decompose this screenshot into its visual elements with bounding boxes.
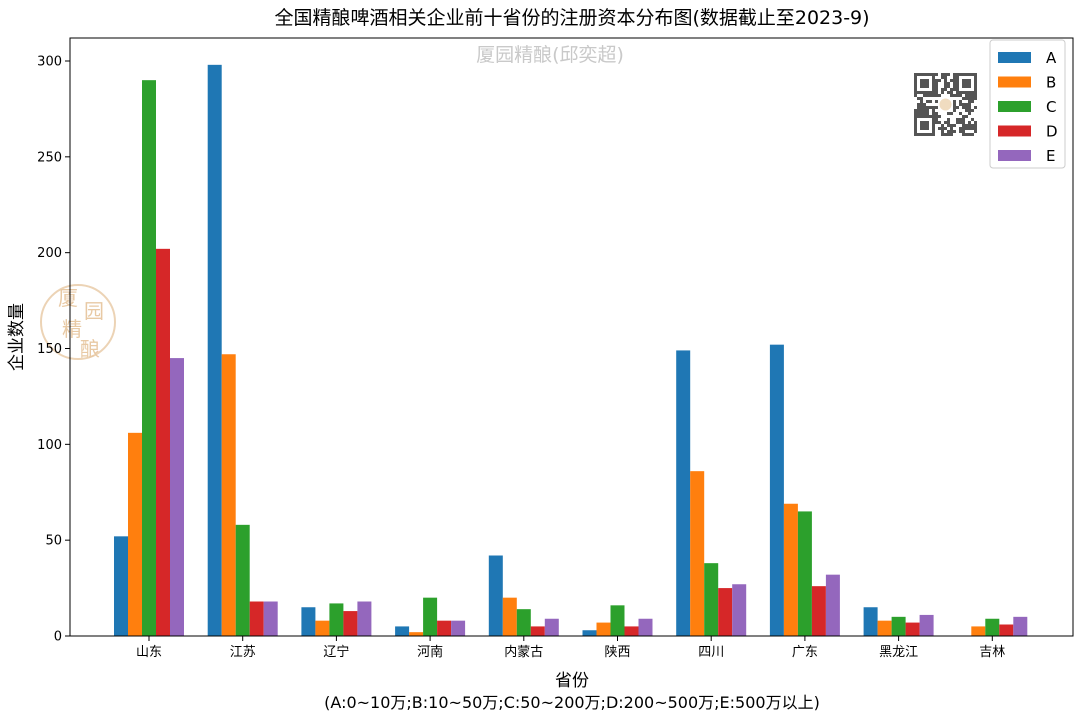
bar-D-山东 xyxy=(156,248,170,637)
bar-E-陕西 xyxy=(638,618,653,636)
bar-E-辽宁 xyxy=(357,601,372,636)
bar-C-河南 xyxy=(423,597,438,636)
bars-layer xyxy=(114,64,1028,637)
bar-C-辽宁 xyxy=(329,603,344,636)
y-tick-label: 0 xyxy=(54,630,62,645)
bar-C-山东 xyxy=(142,80,156,636)
qr-code-icon xyxy=(914,73,977,136)
x-tick-label: 山东 xyxy=(136,645,162,660)
bar-C-黑龙江 xyxy=(891,616,906,636)
bar-A-陕西 xyxy=(582,630,597,636)
x-tick-label: 陕西 xyxy=(604,645,630,660)
x-axis: 山东 江苏 辽宁 河南 内蒙古 陕西 四川 广东 黑龙江 吉林 xyxy=(136,636,1005,660)
chart-title: 全国精酿啤酒相关企业前十省份的注册资本分布图(数据截止至2023-9) xyxy=(274,7,869,29)
bar-E-黑龙江 xyxy=(919,614,934,636)
x-axis-note: (A:0~10万;B:10~50万;C:50~200万;D:200~500万;E… xyxy=(324,693,820,712)
bar-B-吉林 xyxy=(971,626,986,636)
bar-A-四川 xyxy=(676,350,691,636)
bar-D-内蒙古 xyxy=(530,626,545,636)
legend-label-A: A xyxy=(1046,49,1057,67)
y-tick-label: 50 xyxy=(45,534,62,549)
bar-A-广东 xyxy=(769,344,784,636)
legend-swatch-B xyxy=(998,76,1031,88)
bar-D-黑龙江 xyxy=(905,622,920,636)
x-tick-label: 江苏 xyxy=(230,644,256,660)
x-tick-label: 四川 xyxy=(698,645,724,660)
bar-D-辽宁 xyxy=(343,611,358,636)
x-tick-label: 内蒙古 xyxy=(504,644,543,660)
bar-A-河南 xyxy=(395,626,410,636)
bar-D-河南 xyxy=(437,620,452,636)
legend-label-E: E xyxy=(1046,147,1055,165)
svg-text:精: 精 xyxy=(62,317,82,341)
bar-B-河南 xyxy=(409,632,424,636)
y-tick-label: 150 xyxy=(37,342,62,357)
bar-E-广东 xyxy=(825,574,840,636)
bar-B-山东 xyxy=(128,432,142,636)
legend-label-D: D xyxy=(1046,123,1058,141)
watermark-seal: 厦 园 精 酿 xyxy=(40,284,116,361)
bar-E-河南 xyxy=(451,620,466,636)
bar-D-江苏 xyxy=(249,601,264,636)
bar-E-四川 xyxy=(732,584,747,636)
y-tick-label: 250 xyxy=(37,150,62,165)
legend-label-C: C xyxy=(1046,98,1056,116)
legend-label-B: B xyxy=(1046,74,1056,92)
bar-D-陕西 xyxy=(624,626,639,636)
bar-C-江苏 xyxy=(235,524,250,636)
bar-C-四川 xyxy=(704,563,719,636)
bar-E-吉林 xyxy=(1013,616,1028,636)
watermark-text: 厦园精酿(邱奕超) xyxy=(476,44,624,66)
y-tick-label: 200 xyxy=(37,246,62,261)
bar-B-黑龙江 xyxy=(877,620,892,636)
bar-C-内蒙古 xyxy=(516,609,531,636)
y-tick-label: 300 xyxy=(37,55,62,70)
plot-frame xyxy=(69,37,1074,637)
bar-C-广东 xyxy=(797,511,812,636)
x-tick-label: 辽宁 xyxy=(323,644,349,660)
svg-text:园: 园 xyxy=(84,299,104,323)
bar-B-江苏 xyxy=(221,354,236,636)
bar-C-吉林 xyxy=(985,618,1000,636)
bar-D-吉林 xyxy=(999,624,1014,636)
x-axis-label: 省份 xyxy=(555,671,589,691)
bar-B-广东 xyxy=(783,503,798,636)
bar-E-江苏 xyxy=(263,601,278,636)
y-tick-label: 100 xyxy=(37,438,62,453)
y-axis: 0 50 100 150 200 250 300 xyxy=(37,55,70,645)
x-tick-label: 吉林 xyxy=(979,645,1005,660)
svg-text:厦: 厦 xyxy=(58,286,78,310)
bar-C-陕西 xyxy=(610,605,625,636)
bar-A-辽宁 xyxy=(301,607,316,636)
bar-A-内蒙古 xyxy=(488,555,503,636)
legend-swatch-C xyxy=(998,101,1031,112)
bar-D-广东 xyxy=(811,586,826,636)
legend-swatch-D xyxy=(998,125,1031,137)
bar-B-内蒙古 xyxy=(502,597,517,636)
bar-B-四川 xyxy=(690,471,705,636)
legend-swatch-A xyxy=(998,52,1031,63)
bar-B-辽宁 xyxy=(315,620,330,636)
bar-E-山东 xyxy=(170,358,184,636)
bar-D-四川 xyxy=(718,588,733,636)
x-tick-label: 河南 xyxy=(417,644,443,660)
bar-B-陕西 xyxy=(596,622,611,636)
bar-E-内蒙古 xyxy=(544,618,559,636)
bar-A-江苏 xyxy=(207,64,222,637)
bar-A-山东 xyxy=(114,536,128,636)
bar-A-黑龙江 xyxy=(863,607,878,636)
y-axis-label: 企业数量 xyxy=(7,303,27,371)
legend-swatch-E xyxy=(998,150,1031,161)
x-tick-label: 广东 xyxy=(792,645,818,660)
x-tick-label: 黑龙江 xyxy=(879,645,918,660)
svg-text:酿: 酿 xyxy=(80,337,100,361)
